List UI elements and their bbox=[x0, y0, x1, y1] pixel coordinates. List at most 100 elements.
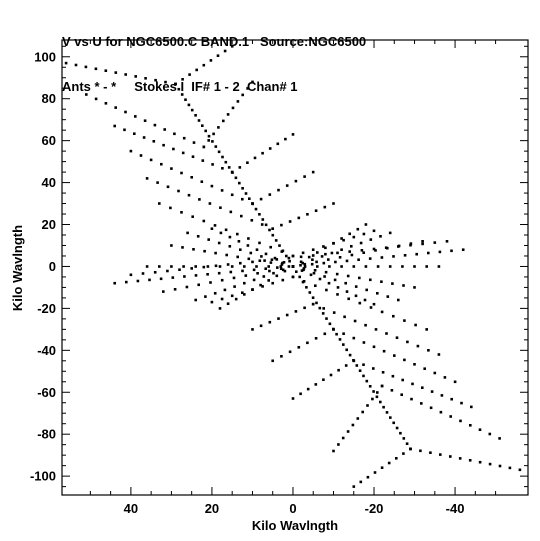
uv-point bbox=[228, 245, 232, 248]
uv-point bbox=[236, 255, 239, 259]
uv-point bbox=[372, 345, 376, 349]
uv-point bbox=[338, 338, 342, 341]
uv-point bbox=[374, 328, 378, 331]
uv-point bbox=[239, 248, 242, 251]
uv-point bbox=[391, 374, 395, 378]
uv-point bbox=[423, 367, 426, 370]
uv-point bbox=[272, 271, 275, 275]
uv-point bbox=[281, 268, 285, 272]
uv-point bbox=[219, 231, 223, 235]
uv-point bbox=[275, 274, 279, 278]
uv-point bbox=[330, 251, 334, 255]
uv-point bbox=[518, 468, 522, 472]
uv-point bbox=[202, 219, 206, 223]
uv-point bbox=[311, 170, 315, 174]
uv-point bbox=[300, 269, 304, 272]
uv-point bbox=[430, 390, 434, 393]
uv-point bbox=[380, 384, 384, 388]
uv-point bbox=[148, 278, 151, 282]
uv-point bbox=[380, 280, 383, 283]
uv-point bbox=[324, 270, 328, 274]
uv-point bbox=[180, 171, 183, 175]
uv-point bbox=[166, 269, 169, 273]
uv-point bbox=[212, 132, 215, 136]
uv-point bbox=[220, 297, 224, 301]
uv-point bbox=[216, 54, 220, 57]
uv-point bbox=[453, 380, 457, 384]
uv-point bbox=[333, 278, 337, 282]
uv-point bbox=[261, 285, 264, 288]
uv-point bbox=[202, 145, 206, 149]
uv-point bbox=[299, 264, 302, 267]
uv-point bbox=[449, 415, 452, 418]
uv-point bbox=[234, 176, 238, 180]
uv-point bbox=[133, 132, 136, 135]
uv-point bbox=[316, 265, 319, 268]
uv-point bbox=[85, 93, 88, 96]
uv-point bbox=[275, 258, 279, 261]
uv-point bbox=[488, 462, 492, 466]
uv-point bbox=[202, 63, 206, 67]
uv-point bbox=[114, 71, 118, 74]
uv-point bbox=[142, 136, 146, 139]
uv-point bbox=[439, 453, 442, 456]
uv-point bbox=[281, 278, 285, 282]
uv-point bbox=[247, 237, 250, 240]
uv-point bbox=[359, 480, 363, 484]
uv-point bbox=[294, 179, 298, 183]
uv-point bbox=[244, 192, 248, 195]
uv-point bbox=[299, 392, 302, 396]
uv-point bbox=[362, 363, 365, 366]
uv-point bbox=[153, 271, 157, 274]
uv-point bbox=[372, 390, 375, 393]
uv-point bbox=[392, 421, 395, 425]
uv-point bbox=[279, 267, 283, 270]
uv-point bbox=[170, 167, 173, 170]
uv-point bbox=[171, 276, 175, 279]
uv-point bbox=[348, 232, 351, 236]
uv-point bbox=[468, 459, 472, 462]
uv-point bbox=[259, 283, 262, 287]
uv-point bbox=[419, 449, 422, 453]
uv-point bbox=[277, 188, 280, 192]
uv-point bbox=[461, 248, 465, 251]
uv-point bbox=[337, 443, 340, 446]
uv-point bbox=[449, 455, 452, 458]
uv-point bbox=[271, 359, 274, 363]
uv-point bbox=[230, 45, 234, 48]
uv-point bbox=[284, 137, 287, 141]
uv-point bbox=[251, 202, 254, 206]
uv-point bbox=[226, 302, 230, 305]
uv-point bbox=[409, 243, 412, 247]
uv-point bbox=[187, 193, 191, 197]
uv-point bbox=[311, 254, 315, 257]
uv-point bbox=[149, 158, 153, 162]
uv-point bbox=[124, 73, 127, 76]
uv-point bbox=[263, 259, 266, 262]
uv-point bbox=[410, 397, 413, 401]
uv-point bbox=[264, 267, 267, 270]
uv-point bbox=[291, 397, 295, 400]
uv-point bbox=[395, 457, 398, 460]
uv-point bbox=[388, 265, 392, 268]
uv-point bbox=[173, 288, 177, 291]
uv-point bbox=[214, 264, 218, 268]
uv-point bbox=[345, 348, 348, 352]
tick-labels: 40 20 0 -20 -40 100 80 60 40 20 0 -20 -40 -60 -80 -100 bbox=[30, 49, 464, 516]
uv-point bbox=[220, 189, 224, 192]
uv-point bbox=[223, 288, 227, 292]
uv-point bbox=[325, 288, 328, 292]
uv-point bbox=[314, 337, 318, 340]
uv-point bbox=[184, 98, 187, 101]
uv-point bbox=[353, 319, 357, 323]
x-axis-label: Kilo Wavlngth bbox=[252, 518, 338, 533]
uv-point bbox=[336, 293, 339, 296]
uv-point bbox=[375, 395, 379, 399]
uv-point bbox=[279, 265, 283, 268]
y-axis-label: Kilo Wavlngth bbox=[10, 225, 25, 311]
uv-point bbox=[230, 294, 234, 298]
uv-point bbox=[186, 231, 189, 235]
uv-point bbox=[350, 245, 353, 248]
uv-point bbox=[271, 281, 274, 285]
uv-point bbox=[387, 461, 391, 465]
